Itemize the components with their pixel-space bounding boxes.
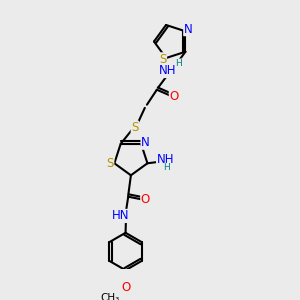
- Text: S: S: [131, 121, 139, 134]
- Text: H: H: [176, 59, 182, 68]
- Text: NH: NH: [157, 153, 174, 166]
- Text: S: S: [106, 157, 114, 170]
- Text: O: O: [141, 194, 150, 206]
- Text: O: O: [169, 90, 178, 104]
- Text: N: N: [141, 136, 150, 149]
- Text: NH: NH: [159, 64, 176, 77]
- Text: O: O: [121, 280, 130, 294]
- Text: N: N: [184, 22, 193, 36]
- Text: S: S: [159, 53, 166, 66]
- Text: CH₃: CH₃: [100, 292, 119, 300]
- Text: HN: HN: [112, 209, 130, 222]
- Text: H: H: [163, 163, 170, 172]
